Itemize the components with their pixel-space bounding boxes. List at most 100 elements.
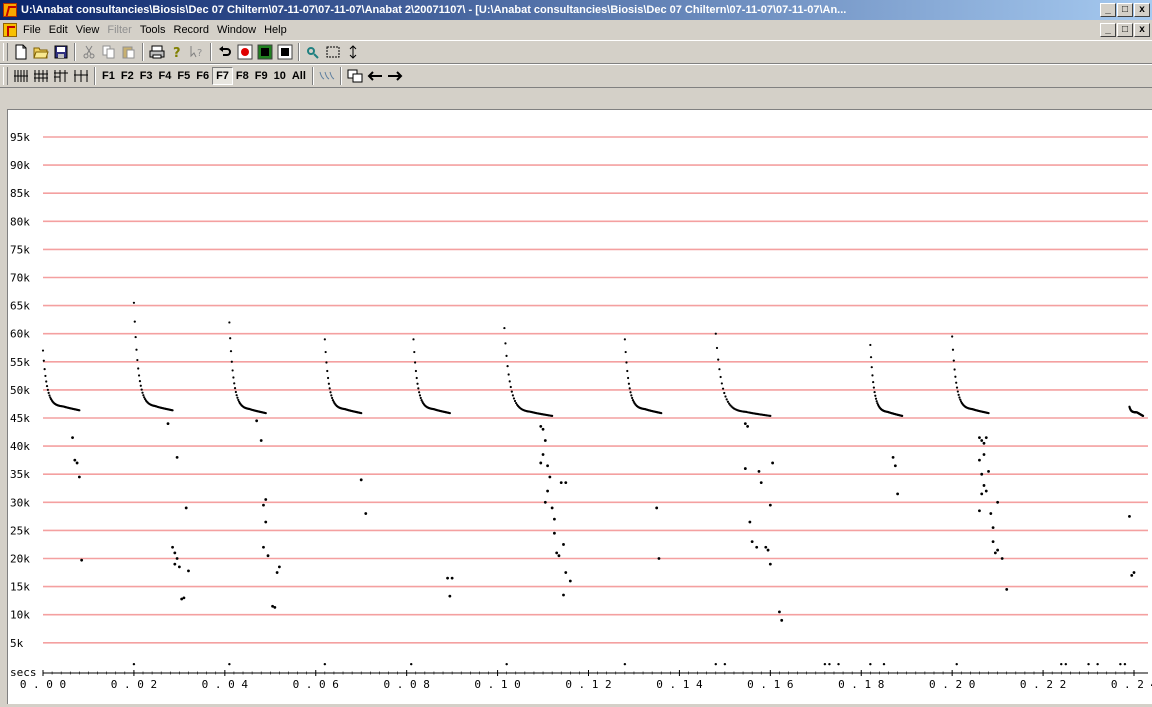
data-point bbox=[873, 390, 876, 394]
sonogram-plot[interactable]: 5k 10k 15k 20k 25k 30k 35k 40k 45k 50k 55k 60k 65k 70… bbox=[7, 109, 1152, 704]
menu-record[interactable]: Record bbox=[173, 23, 209, 36]
x-tick-label: 0 . 1 4 bbox=[656, 678, 703, 691]
compress-1-icon[interactable] bbox=[71, 67, 91, 85]
new-file-icon[interactable] bbox=[11, 43, 31, 61]
data-point bbox=[623, 338, 626, 341]
data-point bbox=[324, 350, 327, 354]
data-point bbox=[982, 453, 986, 456]
data-point bbox=[721, 387, 725, 390]
compress-3-icon[interactable] bbox=[31, 67, 51, 85]
y-tick-label: 65k bbox=[10, 300, 30, 313]
save-icon[interactable] bbox=[51, 43, 71, 61]
filter-f1-button[interactable]: F1 bbox=[102, 70, 115, 82]
print-icon[interactable] bbox=[147, 43, 167, 61]
data-point bbox=[553, 517, 556, 521]
data-point bbox=[329, 391, 332, 394]
data-point bbox=[876, 402, 879, 405]
data-point bbox=[175, 557, 179, 560]
filter-f6-button[interactable]: F6 bbox=[196, 70, 210, 82]
data-point bbox=[410, 662, 413, 666]
data-point bbox=[139, 384, 142, 387]
data-point bbox=[629, 391, 632, 394]
data-point bbox=[138, 380, 142, 383]
data-point bbox=[234, 390, 237, 394]
app-icon[interactable] bbox=[3, 3, 17, 17]
zoom-icon[interactable] bbox=[303, 43, 323, 61]
x-tick-label: 0 . 0 8 bbox=[383, 678, 429, 691]
overlay-icon[interactable] bbox=[345, 67, 365, 85]
filter-f2-button[interactable]: F2 bbox=[120, 70, 134, 82]
vertical-arrows-icon[interactable] bbox=[343, 43, 363, 61]
frequency-time-chart[interactable]: 5k 10k 15k 20k 25k 30k 35k 40k 45k 50k 55k 60k 65k 70… bbox=[8, 110, 1152, 704]
filter-all-button[interactable]: All bbox=[291, 70, 306, 82]
data-point bbox=[901, 414, 904, 418]
data-point bbox=[766, 548, 770, 552]
menu-window[interactable]: Window bbox=[216, 23, 257, 36]
menu-help[interactable]: Help bbox=[264, 23, 287, 36]
data-point bbox=[448, 594, 452, 598]
context-help-icon[interactable]: ? bbox=[187, 43, 207, 61]
paste-icon[interactable] bbox=[119, 43, 139, 61]
open-folder-icon[interactable] bbox=[31, 43, 51, 61]
cut-icon[interactable] bbox=[79, 43, 99, 61]
data-point bbox=[80, 558, 84, 562]
data-point bbox=[874, 394, 877, 397]
y-tick-label: 35k bbox=[10, 468, 30, 481]
arrow-right-icon[interactable] bbox=[385, 67, 405, 85]
data-point bbox=[233, 382, 236, 385]
select-rect-icon[interactable] bbox=[323, 43, 343, 61]
data-point bbox=[717, 358, 720, 361]
doc-close-button[interactable]: x bbox=[1134, 22, 1150, 37]
data-point bbox=[142, 394, 145, 397]
menu-filter[interactable]: Filter bbox=[107, 23, 132, 36]
y-tick-label: 30k bbox=[10, 496, 30, 509]
maximize-button[interactable]: □ bbox=[1117, 3, 1133, 17]
data-point bbox=[273, 605, 277, 609]
arrow-left-icon[interactable] bbox=[365, 67, 385, 85]
doc-minimize-button[interactable]: _ bbox=[1100, 22, 1116, 37]
menu-tools[interactable]: Tools bbox=[139, 23, 166, 36]
toolbar-grip[interactable] bbox=[3, 67, 8, 85]
filter-f3-button[interactable]: F3 bbox=[139, 70, 153, 82]
compress-2-icon[interactable] bbox=[51, 67, 71, 85]
gridlines bbox=[43, 136, 1148, 644]
data-point bbox=[259, 439, 263, 442]
doc-restore-button[interactable]: □ bbox=[1117, 22, 1133, 37]
data-point bbox=[44, 374, 47, 378]
data-point bbox=[264, 411, 267, 415]
toolbar-separator bbox=[311, 67, 314, 85]
help-icon[interactable]: ? bbox=[167, 43, 187, 61]
document-icon[interactable] bbox=[3, 22, 17, 37]
filter-f8-button[interactable]: F8 bbox=[235, 70, 249, 82]
data-point bbox=[233, 386, 237, 390]
copy-icon[interactable] bbox=[99, 43, 119, 61]
menu-file[interactable]: File bbox=[23, 23, 41, 36]
menu-view[interactable]: View bbox=[75, 23, 100, 36]
close-button[interactable]: x bbox=[1134, 3, 1150, 17]
y-tick-label: 85k bbox=[10, 187, 30, 200]
record-icon[interactable] bbox=[235, 43, 255, 61]
stop-icon[interactable] bbox=[275, 43, 295, 61]
menu-edit[interactable]: Edit bbox=[48, 23, 68, 36]
data-point bbox=[631, 396, 634, 400]
filter-f5-button[interactable]: F5 bbox=[177, 70, 191, 82]
undo-icon[interactable] bbox=[215, 43, 235, 61]
waveform-icon[interactable] bbox=[317, 67, 337, 85]
data-point bbox=[505, 662, 508, 666]
data-point bbox=[1119, 662, 1122, 666]
data-point bbox=[326, 369, 329, 373]
compress-4-icon[interactable] bbox=[11, 67, 31, 85]
filter-10-button[interactable]: 10 bbox=[273, 70, 286, 82]
title-bar: U:\Anabat consultancies\Biosis\Dec 07 Ch… bbox=[0, 0, 1152, 20]
filter-f9-button[interactable]: F9 bbox=[254, 70, 268, 82]
data-point bbox=[177, 565, 181, 569]
filter-f4-button[interactable]: F4 bbox=[158, 70, 172, 82]
y-tick-label: 20k bbox=[10, 553, 30, 566]
toolbar-grip[interactable] bbox=[3, 43, 8, 61]
data-point bbox=[828, 662, 831, 666]
data-point bbox=[720, 382, 723, 385]
filter-f7-button[interactable]: F7 bbox=[212, 67, 233, 85]
monitor-icon[interactable] bbox=[255, 43, 275, 61]
data-point bbox=[506, 365, 509, 368]
minimize-button[interactable]: _ bbox=[1100, 3, 1116, 17]
